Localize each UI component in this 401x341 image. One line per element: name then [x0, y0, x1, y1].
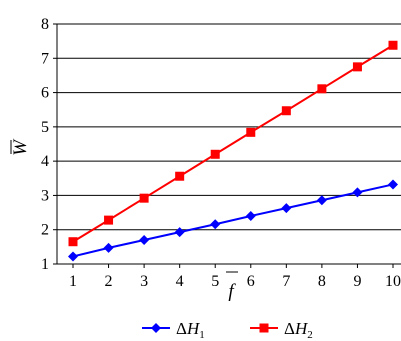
legend-marker: [259, 323, 269, 333]
data-point: [68, 251, 78, 262]
data-point: [281, 203, 292, 214]
data-point: [104, 215, 114, 225]
axes: [53, 23, 401, 268]
data-point: [316, 195, 327, 206]
legend: ΔH1 ΔH2: [142, 319, 313, 341]
data-point: [352, 62, 362, 72]
y-tick-label: 5: [41, 119, 49, 136]
series-line: [72, 44, 394, 243]
y-tick-label: 4: [41, 153, 49, 170]
y-axis-label: W: [10, 138, 31, 156]
data-point: [245, 211, 256, 221]
grid-lines: [57, 23, 401, 231]
legend-label: ΔH2: [284, 319, 313, 341]
x-axis-label: f: [228, 281, 236, 302]
y-tick-label: 7: [41, 50, 49, 67]
data-point: [139, 193, 149, 203]
x-tick-label: 8: [318, 273, 326, 290]
data-point: [246, 127, 256, 137]
x-tick-label: 7: [282, 273, 290, 290]
data-point: [317, 84, 327, 94]
data-point: [210, 149, 220, 159]
x-tick-labels: 1 2 3 4 5 6 7 8 9 10: [69, 273, 401, 290]
y-tick-label: 6: [41, 85, 49, 102]
x-tick-label: 6: [247, 273, 255, 290]
x-tick-label: 3: [140, 273, 148, 290]
x-tick-label: 2: [105, 273, 113, 290]
y-tick-label: 2: [41, 222, 49, 239]
legend-marker: [151, 323, 161, 333]
x-tick-label: 9: [353, 273, 361, 290]
data-point: [352, 187, 363, 198]
y-axis-title: W: [10, 138, 31, 156]
data-point: [175, 171, 185, 181]
legend-item-2: ΔH2: [250, 319, 313, 341]
y-tick-label: 1: [41, 256, 49, 273]
x-tick-label: 4: [176, 273, 184, 290]
legend-label: ΔH1: [176, 319, 205, 341]
data-point: [139, 235, 150, 245]
data-point: [68, 237, 78, 247]
series-layer: [68, 40, 398, 262]
y-tick-label: 3: [41, 187, 49, 204]
x-tick-label: 10: [385, 273, 401, 290]
series-1: [68, 179, 398, 262]
series-2: [68, 40, 398, 247]
x-tick-label: 1: [69, 273, 77, 290]
y-tick-labels: 1 2 3 4 5 6 7 8: [41, 16, 49, 273]
x-axis-title: f: [226, 271, 238, 302]
legend-item-1: ΔH1: [142, 319, 205, 341]
data-point: [174, 227, 185, 238]
x-tick-label: 5: [211, 273, 219, 290]
y-tick-label: 8: [41, 16, 49, 33]
series-line: [72, 183, 394, 258]
data-point: [281, 106, 291, 116]
data-point: [103, 242, 114, 253]
data-point: [388, 179, 398, 190]
data-point: [388, 40, 398, 50]
data-point: [210, 219, 221, 230]
